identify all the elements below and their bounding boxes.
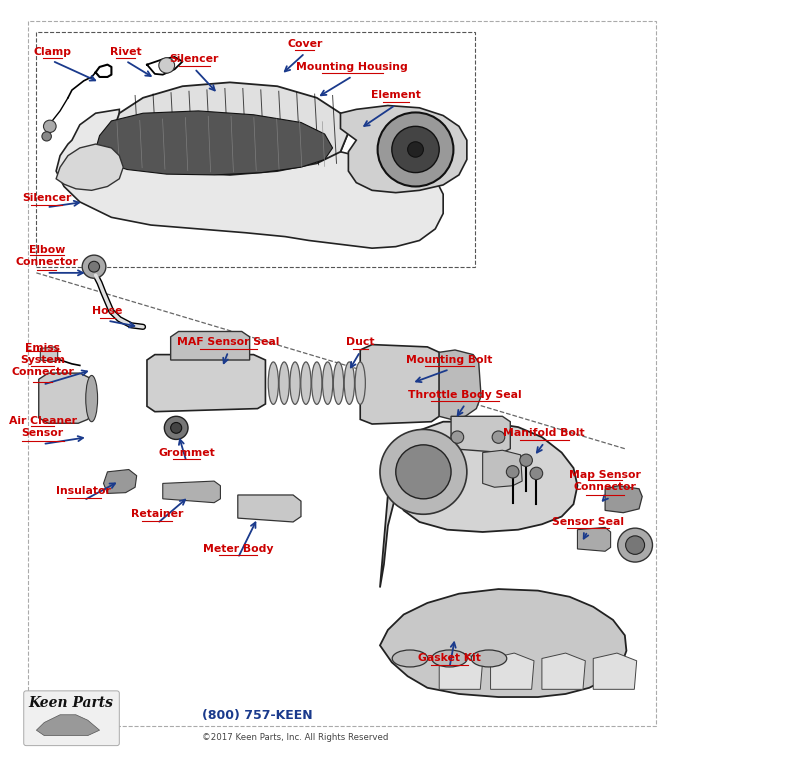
- Polygon shape: [103, 470, 137, 494]
- Text: Silencer: Silencer: [22, 193, 71, 203]
- Text: Cover: Cover: [287, 39, 322, 49]
- Polygon shape: [482, 450, 522, 488]
- Text: Throttle Body Seal: Throttle Body Seal: [409, 390, 522, 399]
- Polygon shape: [380, 589, 626, 697]
- Polygon shape: [40, 347, 58, 361]
- Polygon shape: [38, 373, 92, 423]
- Polygon shape: [170, 331, 250, 360]
- FancyBboxPatch shape: [24, 691, 119, 745]
- Circle shape: [618, 528, 653, 562]
- Polygon shape: [439, 350, 481, 420]
- Ellipse shape: [301, 362, 311, 404]
- Text: Grommet: Grommet: [158, 447, 215, 457]
- Circle shape: [43, 120, 56, 132]
- Text: Elbow
Connector: Elbow Connector: [15, 245, 78, 267]
- Circle shape: [492, 431, 505, 444]
- Circle shape: [170, 423, 182, 433]
- Ellipse shape: [268, 362, 278, 404]
- Polygon shape: [439, 653, 482, 690]
- Ellipse shape: [290, 362, 300, 404]
- Text: Silencer: Silencer: [170, 54, 219, 64]
- Text: Element: Element: [371, 91, 421, 101]
- Text: Keen Parts: Keen Parts: [29, 696, 114, 710]
- Polygon shape: [162, 481, 221, 502]
- Circle shape: [159, 58, 174, 73]
- Text: Retainer: Retainer: [131, 509, 183, 519]
- Text: ©2017 Keen Parts, Inc. All Rights Reserved: ©2017 Keen Parts, Inc. All Rights Reserv…: [202, 733, 389, 742]
- Polygon shape: [36, 714, 99, 735]
- Ellipse shape: [312, 362, 322, 404]
- Circle shape: [164, 416, 188, 440]
- Ellipse shape: [344, 362, 354, 404]
- Polygon shape: [341, 105, 467, 193]
- Ellipse shape: [432, 650, 467, 667]
- Polygon shape: [147, 354, 266, 412]
- Text: Hose: Hose: [92, 307, 122, 317]
- Polygon shape: [56, 109, 443, 248]
- Polygon shape: [594, 653, 637, 690]
- Polygon shape: [380, 422, 578, 587]
- Polygon shape: [451, 416, 510, 453]
- Text: Gasket Kit: Gasket Kit: [418, 653, 481, 663]
- Text: Mounting Housing: Mounting Housing: [297, 62, 408, 72]
- Polygon shape: [56, 144, 123, 190]
- Ellipse shape: [86, 375, 98, 422]
- Polygon shape: [96, 111, 333, 175]
- Text: Air Cleaner
Sensor: Air Cleaner Sensor: [9, 416, 77, 438]
- Text: Emiss
System
Connector: Emiss System Connector: [11, 344, 74, 377]
- Text: Map Sensor
Connector: Map Sensor Connector: [569, 471, 641, 492]
- Text: Sensor Seal: Sensor Seal: [552, 517, 624, 527]
- Text: Duct: Duct: [346, 337, 374, 348]
- Text: Rivet: Rivet: [110, 46, 142, 57]
- Text: (800) 757-KEEN: (800) 757-KEEN: [202, 709, 313, 721]
- Circle shape: [396, 445, 451, 498]
- Ellipse shape: [471, 650, 506, 667]
- Circle shape: [380, 430, 467, 514]
- Text: Manifold Bolt: Manifold Bolt: [503, 428, 585, 438]
- Text: Insulator: Insulator: [56, 486, 111, 496]
- Ellipse shape: [392, 650, 428, 667]
- Circle shape: [82, 255, 106, 279]
- Text: Clamp: Clamp: [33, 46, 71, 57]
- Polygon shape: [111, 82, 348, 175]
- Polygon shape: [578, 527, 610, 551]
- Ellipse shape: [334, 362, 344, 404]
- Circle shape: [378, 112, 454, 187]
- Circle shape: [530, 467, 542, 480]
- Ellipse shape: [279, 362, 290, 404]
- Ellipse shape: [322, 362, 333, 404]
- Polygon shape: [238, 495, 301, 522]
- Text: Meter Body: Meter Body: [202, 544, 273, 554]
- Text: MAF Sensor Seal: MAF Sensor Seal: [177, 337, 279, 348]
- Circle shape: [451, 431, 464, 444]
- Circle shape: [626, 536, 645, 554]
- Polygon shape: [360, 344, 439, 424]
- Circle shape: [506, 466, 519, 478]
- Ellipse shape: [355, 362, 366, 404]
- Circle shape: [89, 262, 99, 272]
- Circle shape: [520, 454, 533, 467]
- Circle shape: [42, 132, 51, 141]
- Text: Mounting Bolt: Mounting Bolt: [406, 355, 493, 365]
- Circle shape: [392, 126, 439, 173]
- Polygon shape: [490, 653, 534, 690]
- Polygon shape: [605, 486, 642, 512]
- Circle shape: [408, 142, 423, 157]
- Polygon shape: [542, 653, 586, 690]
